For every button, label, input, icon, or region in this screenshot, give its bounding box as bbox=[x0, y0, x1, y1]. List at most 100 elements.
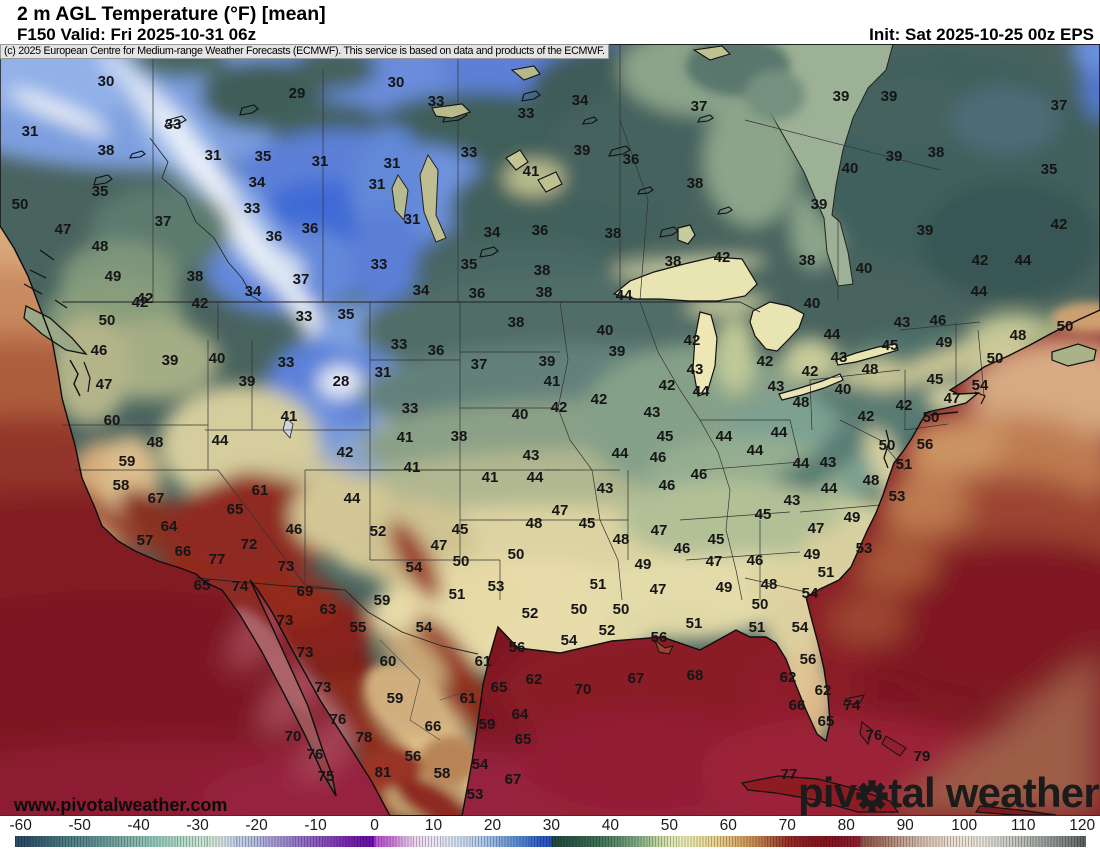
svg-text:46: 46 bbox=[286, 521, 303, 538]
svg-text:42: 42 bbox=[714, 249, 731, 266]
svg-text:76: 76 bbox=[307, 746, 324, 763]
svg-text:38: 38 bbox=[98, 142, 115, 159]
svg-text:50: 50 bbox=[987, 350, 1004, 367]
svg-text:44: 44 bbox=[1015, 252, 1032, 269]
svg-text:43: 43 bbox=[687, 361, 704, 378]
svg-text:65: 65 bbox=[227, 501, 244, 518]
svg-text:46: 46 bbox=[659, 477, 676, 494]
svg-text:37: 37 bbox=[471, 356, 488, 373]
svg-text:35: 35 bbox=[338, 306, 355, 323]
svg-text:38: 38 bbox=[605, 225, 622, 242]
svg-text:31: 31 bbox=[205, 147, 222, 164]
svg-text:67: 67 bbox=[148, 490, 165, 507]
svg-text:54: 54 bbox=[792, 619, 809, 636]
svg-text:81: 81 bbox=[375, 764, 392, 781]
svg-text:39: 39 bbox=[833, 88, 850, 105]
svg-text:39: 39 bbox=[539, 353, 556, 370]
svg-text:31: 31 bbox=[375, 364, 392, 381]
svg-text:76: 76 bbox=[330, 711, 347, 728]
svg-text:56: 56 bbox=[917, 436, 934, 453]
svg-text:31: 31 bbox=[384, 155, 401, 172]
svg-text:30: 30 bbox=[98, 73, 115, 90]
svg-text:49: 49 bbox=[716, 579, 733, 596]
svg-text:41: 41 bbox=[482, 469, 499, 486]
svg-text:43: 43 bbox=[831, 349, 848, 366]
svg-text:68: 68 bbox=[687, 667, 704, 684]
svg-text:33: 33 bbox=[391, 336, 408, 353]
svg-text:42: 42 bbox=[1051, 216, 1068, 233]
svg-text:67: 67 bbox=[628, 670, 645, 687]
svg-text:48: 48 bbox=[147, 434, 164, 451]
svg-text:54: 54 bbox=[416, 619, 433, 636]
svg-text:53: 53 bbox=[856, 540, 873, 557]
svg-text:44: 44 bbox=[527, 469, 544, 486]
svg-text:30: 30 bbox=[388, 74, 405, 91]
svg-text:43: 43 bbox=[768, 378, 785, 395]
svg-text:50: 50 bbox=[752, 596, 769, 613]
svg-text:50: 50 bbox=[12, 196, 29, 213]
svg-text:65: 65 bbox=[491, 679, 508, 696]
svg-text:33: 33 bbox=[428, 93, 445, 110]
svg-text:74: 74 bbox=[232, 578, 249, 595]
svg-text:50: 50 bbox=[1057, 318, 1074, 335]
svg-text:33: 33 bbox=[518, 105, 535, 122]
svg-text:73: 73 bbox=[315, 679, 332, 696]
svg-text:37: 37 bbox=[155, 213, 172, 230]
svg-text:40: 40 bbox=[597, 322, 614, 339]
svg-text:69: 69 bbox=[297, 583, 314, 600]
svg-text:54: 54 bbox=[472, 756, 489, 773]
svg-text:52: 52 bbox=[599, 622, 616, 639]
svg-text:44: 44 bbox=[824, 326, 841, 343]
svg-text:59: 59 bbox=[479, 716, 496, 733]
svg-text:46: 46 bbox=[650, 449, 667, 466]
svg-text:60: 60 bbox=[380, 653, 397, 670]
svg-text:41: 41 bbox=[544, 373, 561, 390]
svg-text:45: 45 bbox=[708, 531, 725, 548]
svg-text:49: 49 bbox=[105, 268, 122, 285]
svg-text:38: 38 bbox=[799, 252, 816, 269]
svg-text:48: 48 bbox=[862, 361, 879, 378]
svg-text:49: 49 bbox=[635, 556, 652, 573]
svg-text:43: 43 bbox=[820, 454, 837, 471]
svg-text:46: 46 bbox=[930, 312, 947, 329]
svg-text:56: 56 bbox=[509, 639, 526, 656]
svg-text:50: 50 bbox=[923, 409, 940, 426]
svg-text:64: 64 bbox=[161, 518, 178, 535]
svg-text:43: 43 bbox=[523, 447, 540, 464]
svg-text:33: 33 bbox=[278, 354, 295, 371]
svg-text:45: 45 bbox=[579, 515, 596, 532]
svg-text:42: 42 bbox=[551, 399, 568, 416]
svg-text:48: 48 bbox=[526, 515, 543, 532]
svg-text:79: 79 bbox=[914, 748, 931, 765]
svg-text:49: 49 bbox=[936, 334, 953, 351]
svg-text:61: 61 bbox=[475, 653, 492, 670]
svg-text:65: 65 bbox=[818, 713, 835, 730]
svg-text:36: 36 bbox=[623, 151, 640, 168]
svg-text:33: 33 bbox=[371, 256, 388, 273]
svg-text:77: 77 bbox=[209, 551, 226, 568]
svg-text:51: 51 bbox=[686, 615, 703, 632]
svg-text:61: 61 bbox=[460, 690, 477, 707]
svg-text:49: 49 bbox=[844, 509, 861, 526]
svg-text:38: 38 bbox=[451, 428, 468, 445]
svg-text:39: 39 bbox=[239, 373, 256, 390]
svg-text:41: 41 bbox=[281, 408, 298, 425]
svg-text:39: 39 bbox=[811, 196, 828, 213]
svg-text:31: 31 bbox=[404, 211, 421, 228]
svg-text:44: 44 bbox=[793, 455, 810, 472]
svg-text:66: 66 bbox=[175, 543, 192, 560]
svg-text:31: 31 bbox=[369, 176, 386, 193]
svg-text:38: 38 bbox=[534, 262, 551, 279]
svg-text:36: 36 bbox=[532, 222, 549, 239]
svg-text:44: 44 bbox=[616, 287, 633, 304]
svg-text:53: 53 bbox=[467, 786, 484, 803]
svg-text:44: 44 bbox=[716, 428, 733, 445]
svg-text:50: 50 bbox=[879, 437, 896, 454]
svg-text:42: 42 bbox=[192, 295, 209, 312]
svg-text:58: 58 bbox=[434, 765, 451, 782]
svg-text:38: 38 bbox=[928, 144, 945, 161]
svg-text:59: 59 bbox=[374, 592, 391, 609]
svg-text:58: 58 bbox=[113, 477, 130, 494]
svg-text:40: 40 bbox=[804, 295, 821, 312]
svg-text:45: 45 bbox=[755, 506, 772, 523]
